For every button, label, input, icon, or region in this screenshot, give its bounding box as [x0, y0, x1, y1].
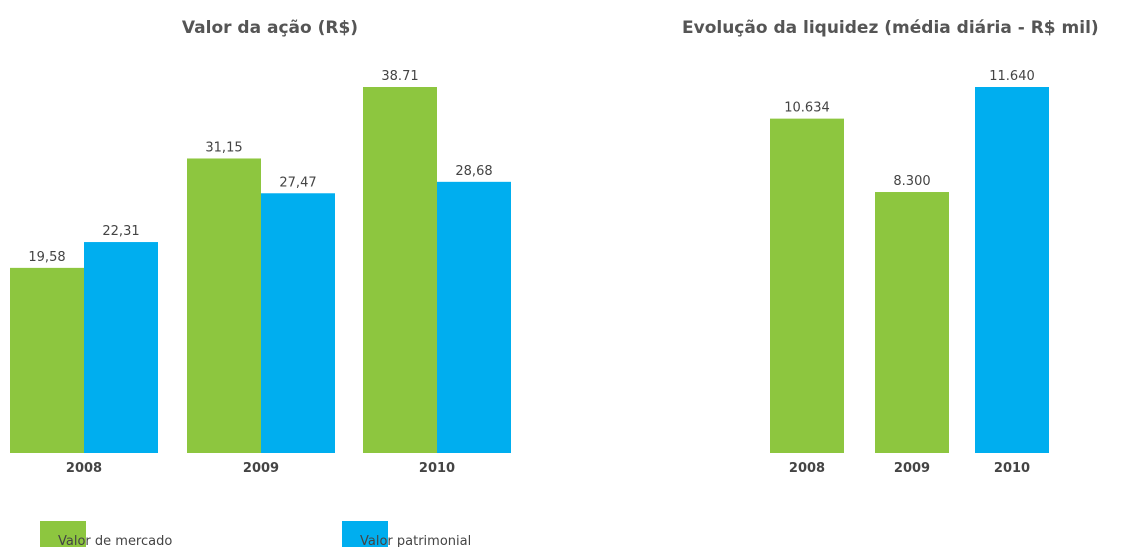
- value-label: 38.71: [381, 69, 418, 84]
- bar: [10, 267, 84, 453]
- value-label: 27,47: [279, 175, 316, 190]
- value-label: 19,58: [28, 250, 65, 265]
- value-label: 8.300: [893, 174, 930, 189]
- x-tick-label: 2009: [243, 461, 279, 476]
- x-tick-label: 2008: [789, 461, 825, 476]
- legend-swatch: [342, 521, 388, 547]
- x-tick-label: 2009: [894, 461, 930, 476]
- value-label: 28,68: [455, 164, 492, 179]
- value-label: 31,15: [205, 140, 242, 155]
- bar: [875, 192, 949, 453]
- x-tick-label: 2010: [419, 461, 455, 476]
- x-tick-label: 2010: [994, 461, 1030, 476]
- x-tick-label: 2008: [66, 461, 102, 476]
- bar: [261, 193, 335, 453]
- legend-swatch: [40, 521, 86, 547]
- bar: [84, 242, 158, 453]
- value-label: 11.640: [989, 69, 1035, 84]
- bar: [437, 181, 511, 453]
- bar: [363, 87, 437, 453]
- value-label: 22,31: [102, 224, 139, 239]
- chart-title: Valor da ação (R$): [182, 18, 358, 38]
- legend-label: Valor patrimonial: [360, 534, 471, 547]
- bar: [975, 87, 1049, 453]
- legend-label: Valor de mercado: [58, 534, 172, 547]
- value-label: 10.634: [784, 101, 830, 116]
- bar: [770, 118, 844, 453]
- chart-title: Evolução da liquidez (média diária - R$ …: [682, 18, 1099, 38]
- bar: [187, 158, 261, 454]
